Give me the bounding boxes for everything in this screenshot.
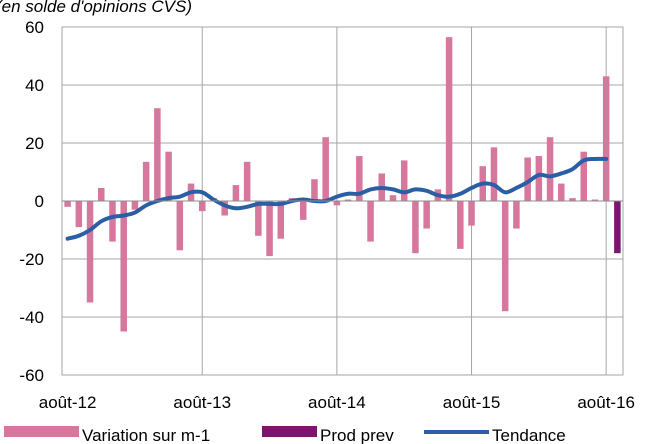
variation-bar bbox=[243, 161, 251, 201]
variation-bar bbox=[333, 201, 341, 206]
variation-bar bbox=[367, 201, 374, 242]
variation-bar bbox=[501, 201, 509, 312]
chart-subtitle: (en solde d'opinions CVS) bbox=[0, 0, 192, 16]
variation-bar bbox=[580, 151, 587, 201]
variation-bar bbox=[468, 201, 475, 226]
variation-bar bbox=[221, 201, 228, 216]
variation-bar bbox=[412, 201, 419, 254]
variation-bar bbox=[322, 137, 329, 201]
legend-swatch bbox=[262, 426, 317, 437]
variation-bar bbox=[176, 201, 184, 251]
y-tick-label: 0 bbox=[35, 192, 44, 211]
variation-bar bbox=[591, 199, 599, 201]
variation-bar bbox=[86, 201, 94, 303]
variation-bar bbox=[75, 201, 83, 228]
x-tick-label: août-15 bbox=[443, 393, 501, 412]
variation-bar bbox=[457, 201, 464, 249]
variation-bar bbox=[109, 201, 116, 242]
variation-bar bbox=[513, 201, 520, 229]
variation-bar bbox=[198, 201, 206, 212]
prod-prev-bar bbox=[614, 201, 621, 254]
variation-bar bbox=[142, 161, 150, 201]
legend: Variation sur m-1 Prod prev Tendance bbox=[4, 426, 566, 444]
variation-bar bbox=[524, 157, 531, 201]
variation-bar bbox=[277, 201, 285, 239]
variation-bar bbox=[558, 183, 565, 201]
legend-label: Variation sur m-1 bbox=[82, 426, 210, 444]
variation-bar bbox=[423, 201, 430, 229]
legend-label: Prod prev bbox=[320, 426, 394, 444]
variation-bar bbox=[232, 185, 240, 201]
variation-bar bbox=[131, 201, 139, 210]
variation-bar bbox=[344, 199, 352, 201]
x-tick-label: août-13 bbox=[173, 393, 231, 412]
variation-bar bbox=[569, 198, 576, 201]
legend-label: Tendance bbox=[492, 426, 566, 444]
y-tick-label: 40 bbox=[25, 76, 44, 95]
variation-bar bbox=[266, 201, 273, 257]
variation-bar bbox=[535, 156, 543, 201]
x-tick-label: août-12 bbox=[39, 393, 97, 412]
variation-bar bbox=[98, 187, 105, 201]
variation-bar bbox=[311, 179, 318, 201]
variation-bar bbox=[255, 201, 262, 236]
variation-bar bbox=[389, 195, 397, 201]
y-tick-label: -20 bbox=[19, 250, 44, 269]
legend-swatch bbox=[4, 426, 79, 437]
y-tick-label: 20 bbox=[25, 134, 44, 153]
variation-bar bbox=[400, 160, 408, 201]
variation-bar bbox=[602, 76, 610, 201]
variation-bar bbox=[64, 201, 71, 207]
axes: -60 -40 -20 0 20 40 60 août-12 août-13 août-14 aoû… bbox=[19, 18, 635, 412]
y-tick-label: -60 bbox=[19, 366, 44, 385]
variation-bar bbox=[445, 37, 453, 202]
y-tick-label: -40 bbox=[19, 308, 44, 327]
bars bbox=[64, 37, 621, 332]
x-tick-label: août-14 bbox=[308, 393, 366, 412]
variation-bar bbox=[356, 156, 363, 201]
variation-bar bbox=[546, 137, 554, 201]
variation-bar bbox=[299, 201, 307, 220]
variation-bar bbox=[165, 151, 172, 201]
variation-bar bbox=[154, 108, 161, 201]
variation-bar bbox=[490, 147, 498, 201]
y-tick-label: 60 bbox=[25, 18, 44, 37]
x-tick-label: août-16 bbox=[577, 393, 635, 412]
variation-bar bbox=[120, 201, 127, 332]
